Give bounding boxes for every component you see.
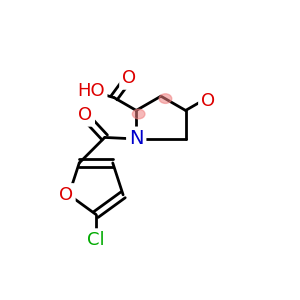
Text: O: O — [59, 186, 73, 204]
Text: N: N — [129, 129, 143, 148]
Text: Cl: Cl — [87, 231, 105, 249]
Text: HO: HO — [77, 82, 105, 100]
Ellipse shape — [159, 94, 172, 104]
Text: O: O — [201, 92, 215, 110]
Ellipse shape — [132, 109, 145, 119]
Text: O: O — [122, 69, 136, 87]
Text: O: O — [78, 106, 92, 124]
